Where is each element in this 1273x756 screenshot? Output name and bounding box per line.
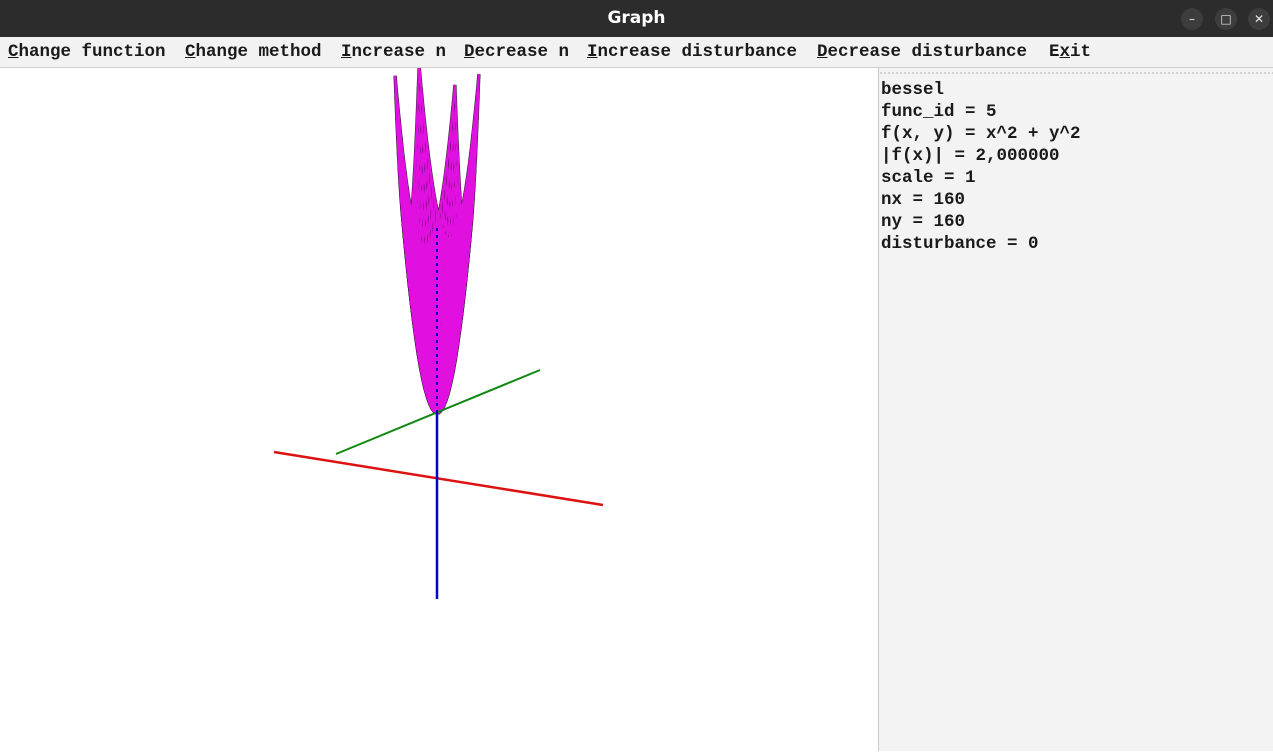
menu-mnemonic: I — [341, 42, 352, 62]
menu-change-function[interactable]: Change function — [8, 42, 166, 62]
menu-mnemonic: x — [1059, 42, 1071, 62]
menu-exit[interactable]: Exit — [1049, 42, 1091, 62]
mesh-line — [415, 126, 478, 302]
window-title: Graph — [607, 8, 666, 28]
menu-mnemonic: C — [8, 42, 19, 62]
menu-change-method[interactable]: Change method — [185, 42, 322, 62]
menu-label: E — [1049, 42, 1060, 62]
minimize-button[interactable]: – — [1181, 8, 1203, 30]
info-func-id: func_id = 5 — [881, 102, 997, 122]
maximize-icon: □ — [1220, 12, 1232, 26]
menu-label: ecrease n — [474, 42, 570, 62]
menu-mnemonic: C — [185, 42, 196, 62]
menu-decrease-disturbance[interactable]: Decrease disturbance — [817, 42, 1027, 62]
title-bar: Graph – □ ✕ — [0, 0, 1273, 37]
menu-bar: Change function Change method Increase n… — [0, 37, 1273, 68]
minimize-icon: – — [1189, 12, 1195, 26]
menu-increase-n[interactable]: Increase n — [341, 42, 446, 62]
menu-label: it — [1070, 42, 1092, 62]
graph-canvas[interactable] — [0, 64, 878, 751]
menu-mnemonic: D — [817, 42, 828, 62]
mesh-line — [417, 87, 480, 262]
mesh-line — [416, 107, 479, 283]
mesh-line — [418, 65, 480, 240]
panel-grip — [879, 71, 1273, 75]
mesh-line — [414, 160, 476, 336]
info-disturbance: disturbance = 0 — [881, 234, 1039, 254]
surface-plot[interactable] — [0, 64, 878, 751]
menu-label: hange function — [18, 42, 166, 62]
panel-divider — [878, 68, 879, 751]
menu-mnemonic: I — [587, 42, 598, 62]
menu-label: ncrease n — [351, 42, 447, 62]
maximize-button[interactable]: □ — [1215, 8, 1237, 30]
close-icon: ✕ — [1253, 12, 1265, 26]
close-button[interactable]: ✕ — [1248, 8, 1270, 30]
info-norm: |f(x)| = 2,000000 — [881, 146, 1060, 166]
info-scale: scale = 1 — [881, 168, 976, 188]
menu-label: ncrease disturbance — [597, 42, 798, 62]
x-axis-line — [273, 450, 604, 507]
info-ny: ny = 160 — [881, 212, 966, 232]
menu-label: hange method — [195, 42, 322, 62]
menu-increase-disturbance[interactable]: Increase disturbance — [587, 42, 797, 62]
info-method: bessel — [881, 80, 945, 100]
menu-label: ecrease disturbance — [827, 42, 1028, 62]
mesh-line — [453, 74, 480, 251]
info-panel: bessel func_id = 5 f(x, y) = x^2 + y^2 |… — [879, 68, 1273, 751]
info-formula: f(x, y) = x^2 + y^2 — [881, 124, 1081, 144]
axes — [273, 228, 604, 599]
info-nx: nx = 160 — [881, 190, 966, 210]
menu-mnemonic: D — [464, 42, 475, 62]
menu-decrease-n[interactable]: Decrease n — [464, 42, 569, 62]
